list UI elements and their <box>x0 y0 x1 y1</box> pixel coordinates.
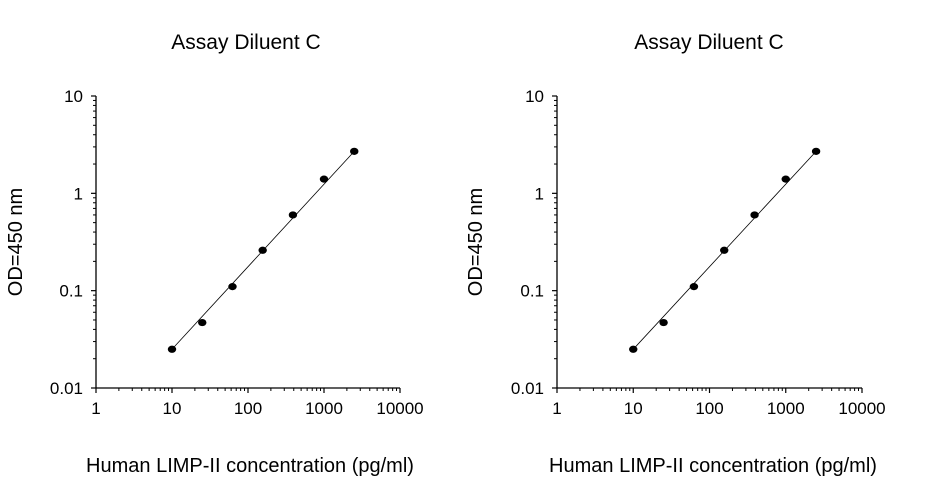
y-axis-label: OD=450 nm <box>465 188 487 296</box>
chart-title: Assay Diluent C <box>171 31 320 54</box>
data-point <box>811 147 821 155</box>
data-point <box>781 175 790 183</box>
x-axis-label: Human LIMP-II concentration (pg/ml) <box>86 455 414 477</box>
data-point <box>258 246 267 254</box>
data-point <box>228 283 237 291</box>
data-point <box>629 345 638 353</box>
x-tick-label: 100 <box>695 399 723 418</box>
x-tick-label: 1 <box>91 399 100 418</box>
y-tick-label: 10 <box>64 87 83 106</box>
data-point <box>167 345 177 353</box>
chart-panel-left: Assay Diluent C 1 10 100 1000 10000 0.01 0.1 1 10… <box>5 31 424 477</box>
x-tick-label: 1000 <box>305 399 343 418</box>
x-tick-label: 10 <box>624 399 643 418</box>
x-tick-label: 10 <box>163 399 182 418</box>
chart-panel-right: Assay Diluent C 1 10 100 1000 10000 0.01 0.1 1 10… <box>465 31 886 477</box>
x-tick-label: 100 <box>234 399 262 418</box>
data-point <box>198 318 207 327</box>
y-tick-label: 10 <box>525 87 544 106</box>
y-axis-label: OD=450 nm <box>5 188 27 296</box>
data-point <box>659 318 668 327</box>
x-tick-label: 1000 <box>767 399 805 418</box>
data-point <box>288 211 298 219</box>
data-point <box>350 147 359 155</box>
data-point <box>319 175 329 183</box>
y-tick-label: 1 <box>74 184 83 203</box>
data-point <box>750 211 759 219</box>
y-tick-label: 0.01 <box>511 379 544 398</box>
x-axis-label: Human LIMP-II concentration (pg/ml) <box>549 455 877 477</box>
y-tick-label: 0.1 <box>520 282 544 301</box>
data-point <box>720 246 729 254</box>
x-tick-label: 1 <box>552 399 561 418</box>
y-tick-label: 0.1 <box>59 282 83 301</box>
y-tick-label: 0.01 <box>50 379 83 398</box>
chart-title: Assay Diluent C <box>634 31 783 54</box>
x-tick-label: 10000 <box>376 399 423 418</box>
x-tick-label: 10000 <box>838 399 885 418</box>
y-tick-label: 1 <box>535 184 544 203</box>
data-point <box>689 283 699 291</box>
